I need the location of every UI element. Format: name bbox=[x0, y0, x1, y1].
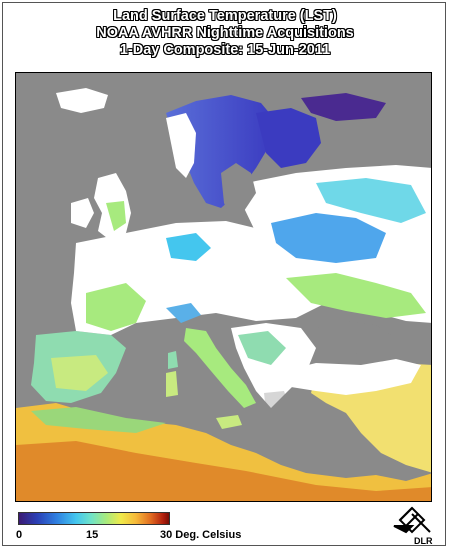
corsica-land bbox=[168, 351, 178, 369]
iceland-land bbox=[56, 88, 108, 113]
britain-green bbox=[106, 201, 126, 231]
russia-blue-band bbox=[271, 213, 386, 263]
finland-land bbox=[256, 108, 321, 168]
map-header: Land Surface Temperature (LST) NOAA AVHR… bbox=[0, 8, 450, 59]
sicily-land bbox=[216, 415, 242, 429]
colorbar-tick-mid: 15 bbox=[86, 529, 99, 541]
lst-map bbox=[15, 72, 432, 502]
colorbar-tick-min: 0 bbox=[16, 529, 23, 541]
scandinavia-land bbox=[166, 95, 276, 208]
turkey-cloud bbox=[276, 359, 421, 395]
black-sea bbox=[314, 321, 391, 355]
title-line-3: 1-Day Composite: 15-Jun-2011 bbox=[119, 42, 331, 58]
italy-land bbox=[184, 328, 256, 408]
north-africa-hot-band bbox=[16, 441, 431, 501]
iberia-warm bbox=[51, 355, 108, 391]
title-line-2: NOAA AVHRR Nighttime Acquisitions bbox=[96, 25, 354, 41]
sardinia-land bbox=[166, 371, 178, 397]
alps-cool-patch bbox=[166, 303, 201, 323]
ukraine-green bbox=[286, 273, 426, 318]
dlr-logo-icon: DLR bbox=[393, 506, 433, 546]
europe-map-graphic bbox=[16, 73, 431, 501]
colorbar-tick-max-unit: 30 Deg. Celsius bbox=[160, 529, 242, 541]
dlr-logo-text: DLR bbox=[414, 536, 433, 546]
central-blue-patch bbox=[166, 233, 211, 261]
kola-cold bbox=[301, 93, 386, 121]
title-line-1: Land Surface Temperature (LST) bbox=[113, 8, 337, 24]
ireland-land bbox=[71, 198, 94, 228]
north-africa-green-coast bbox=[31, 407, 166, 433]
greece-land bbox=[264, 391, 291, 421]
balkans-green bbox=[238, 331, 286, 365]
baltic-sea bbox=[221, 163, 256, 218]
russia-cyan bbox=[316, 178, 426, 223]
france-green bbox=[86, 283, 146, 331]
temperature-colorbar bbox=[18, 512, 170, 525]
norway-coast-cloud bbox=[166, 113, 196, 178]
